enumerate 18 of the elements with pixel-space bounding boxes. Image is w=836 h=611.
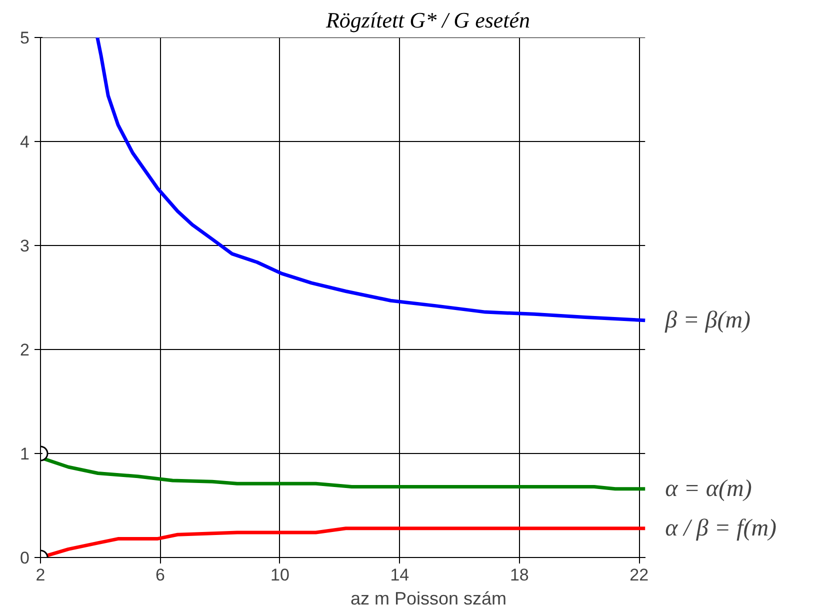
x-tick-label: 2 [36,566,46,584]
series-label: α = α(m) [665,476,752,502]
x-tick-label: 10 [270,566,290,584]
x-tick-label: 6 [156,566,165,584]
y-tick-label: 3 [20,236,30,256]
y-tick-label: 2 [20,340,30,360]
x-tick-label: 22 [630,566,649,584]
y-tick-label: 0 [20,548,30,568]
x-tick-label: 18 [510,566,529,584]
x-tick-label: 14 [390,566,410,584]
x-axis-title: az m Poisson szám [350,588,507,608]
y-tick-label: 4 [20,132,30,152]
chart-title: Rögzített G* / G esetén [324,8,530,32]
series-label: α / β = f(m) [665,515,777,542]
y-tick-label: 1 [20,444,30,464]
line-series [96,38,647,322]
y-tick-label: 5 [20,28,30,48]
series-label: β = β(m) [664,307,751,334]
